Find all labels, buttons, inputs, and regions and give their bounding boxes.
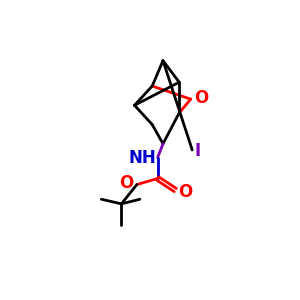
Text: O: O [194,89,208,107]
Text: I: I [195,142,201,160]
Text: O: O [119,174,134,192]
Text: O: O [178,182,193,200]
Text: NH: NH [128,149,156,167]
